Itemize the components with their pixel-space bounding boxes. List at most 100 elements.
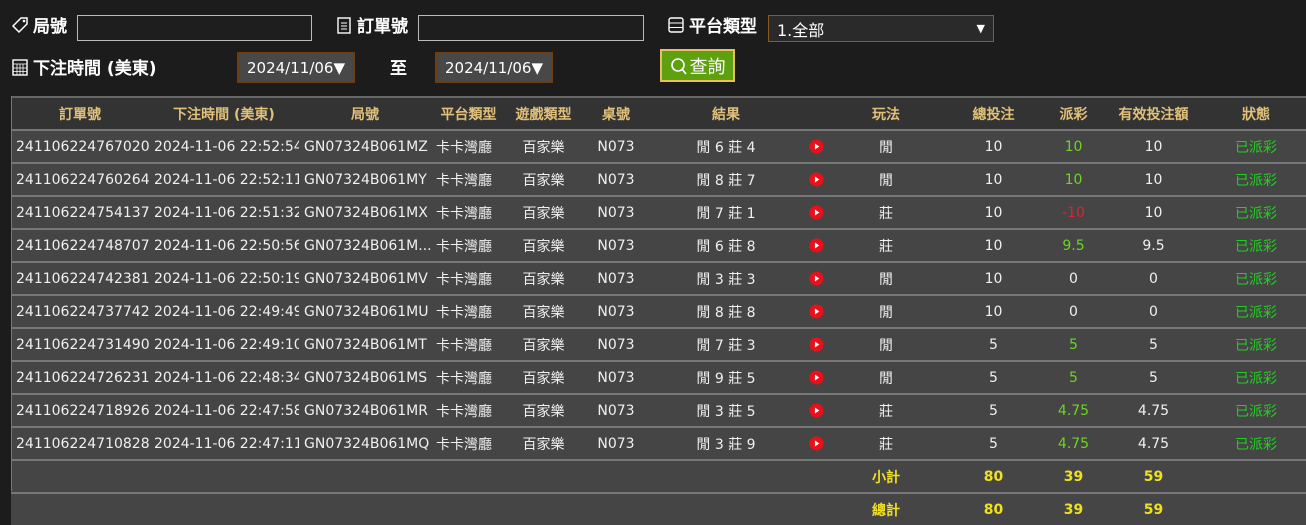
empty-cell — [11, 459, 149, 493]
play-video-icon[interactable] — [808, 271, 824, 286]
video-cell — [801, 294, 831, 328]
search-icon — [670, 57, 687, 74]
round-number-cell: GN07324B061M... — [299, 228, 431, 262]
play-video-icon[interactable] — [808, 370, 824, 385]
bet-time-cell: 2024-11-06 22:49:49 — [149, 294, 299, 328]
play-video-icon[interactable] — [808, 304, 824, 319]
game-type-cell: 百家樂 — [506, 162, 581, 196]
result-cell: 閒 3 莊 5 — [651, 393, 801, 427]
status-cell: 已派彩 — [1206, 162, 1306, 196]
play-video-icon[interactable] — [808, 172, 824, 187]
platform-label: 平台類型 — [666, 12, 757, 37]
table-number-cell: N073 — [581, 393, 651, 427]
total-bet-cell: 10 — [941, 195, 1046, 229]
empty-cell — [506, 459, 581, 493]
play-video-icon[interactable] — [808, 436, 824, 451]
order-input[interactable] — [418, 15, 644, 41]
payout-cell: -10 — [1046, 195, 1101, 229]
play-video-icon[interactable] — [808, 205, 824, 220]
column-header: 桌號 — [581, 96, 651, 130]
order-label: 訂單號 — [334, 12, 408, 37]
total-row: 總計 80 39 59 — [11, 492, 1306, 525]
column-header: 狀態 — [1206, 96, 1306, 130]
total-bet-cell: 5 — [941, 393, 1046, 427]
result-cell: 閒 3 莊 9 — [651, 426, 801, 460]
total-bet-cell: 10 — [941, 228, 1046, 262]
table-row: 241106224737742 2024-11-06 22:49:49 GN0732… — [11, 294, 1306, 328]
table-row: 241106224754137 2024-11-06 22:51:32 GN0732… — [11, 195, 1306, 229]
status-cell: 已派彩 — [1206, 426, 1306, 460]
query-button[interactable]: 查詢 — [660, 49, 735, 82]
play-video-icon[interactable] — [808, 139, 824, 154]
play-type-cell: 莊 — [831, 426, 941, 460]
clipboard-icon — [337, 16, 351, 34]
empty-cell — [299, 492, 431, 525]
empty-cell — [149, 492, 299, 525]
result-cell: 閒 9 莊 5 — [651, 360, 801, 394]
result-cell: 閒 8 莊 7 — [651, 162, 801, 196]
round-number-cell: GN07324B061MR — [299, 393, 431, 427]
date-to-picker[interactable]: 2024/11/06▼ — [435, 52, 553, 83]
play-type-cell: 莊 — [831, 393, 941, 427]
table-row: 241106224718926 2024-11-06 22:47:58 GN0732… — [11, 393, 1306, 427]
total-bet: 80 — [941, 492, 1046, 525]
platform-select[interactable]: 1.全部 ▼ — [768, 15, 994, 42]
video-cell — [801, 129, 831, 163]
table-number-cell: N073 — [581, 426, 651, 460]
bet-records-table: 訂單號 下注時間 (美東) 局號 平台類型 遊戲類型 桌號 結果 玩法 總投注 派彩 有效投注額 狀態… — [11, 96, 1306, 525]
order-number-cell: 241106224754137 — [11, 195, 149, 229]
table-left-border — [11, 96, 12, 491]
to-label: 至 — [390, 59, 407, 79]
platform-cell: 卡卡灣廳 — [431, 261, 506, 295]
video-cell — [801, 327, 831, 361]
column-header — [801, 96, 831, 130]
game-type-cell: 百家樂 — [506, 129, 581, 163]
order-number-cell: 241106224710828 — [11, 426, 149, 460]
play-video-icon[interactable] — [808, 337, 824, 352]
bet-time-cell: 2024-11-06 22:51:32 — [149, 195, 299, 229]
date-from-picker[interactable]: 2024/11/06▼ — [237, 52, 355, 83]
play-type-cell: 閒 — [831, 129, 941, 163]
play-video-icon[interactable] — [808, 403, 824, 418]
round-number-cell: GN07324B061MQ — [299, 426, 431, 460]
empty-cell — [506, 492, 581, 525]
server-icon — [668, 16, 684, 33]
round-number-cell: GN07324B061MU — [299, 294, 431, 328]
round-input[interactable] — [77, 15, 312, 41]
order-number-cell: 241106224718926 — [11, 393, 149, 427]
platform-selected: 1.全部 — [777, 20, 825, 40]
bet-time-cell: 2024-11-06 22:50:56 — [149, 228, 299, 262]
table-number-cell: N073 — [581, 294, 651, 328]
empty-cell — [581, 492, 651, 525]
table-number-cell: N073 — [581, 195, 651, 229]
empty-cell — [651, 459, 801, 493]
empty-cell — [1206, 459, 1306, 493]
time-label: 下注時間 (美東) — [10, 54, 156, 79]
platform-cell: 卡卡灣廳 — [431, 195, 506, 229]
result-cell: 閒 6 莊 4 — [651, 129, 801, 163]
bet-time-cell: 2024-11-06 22:52:54 — [149, 129, 299, 163]
total-payout: 39 — [1046, 492, 1101, 525]
subtotal-valid: 59 — [1101, 459, 1206, 493]
payout-cell: 10 — [1046, 162, 1101, 196]
order-number-cell: 241106224767020 — [11, 129, 149, 163]
game-type-cell: 百家樂 — [506, 360, 581, 394]
time-label-text: 下注時間 (美東) — [33, 59, 157, 79]
calendar-icon — [12, 58, 28, 76]
valid-bet-cell: 0 — [1101, 294, 1206, 328]
video-cell — [801, 195, 831, 229]
column-header: 平台類型 — [431, 96, 506, 130]
platform-label-text: 平台類型 — [689, 17, 757, 37]
round-number-cell: GN07324B061MT — [299, 327, 431, 361]
payout-cell: 4.75 — [1046, 426, 1101, 460]
order-number-cell: 241106224731490 — [11, 327, 149, 361]
empty-cell — [431, 459, 506, 493]
table-row: 241106224710828 2024-11-06 22:47:11 GN0732… — [11, 426, 1306, 460]
total-bet-cell: 5 — [941, 426, 1046, 460]
empty-cell — [431, 492, 506, 525]
play-type-cell: 莊 — [831, 195, 941, 229]
order-number-cell: 241106224760264 — [11, 162, 149, 196]
bet-time-cell: 2024-11-06 22:47:11 — [149, 426, 299, 460]
play-video-icon[interactable] — [808, 238, 824, 253]
payout-cell: 10 — [1046, 129, 1101, 163]
